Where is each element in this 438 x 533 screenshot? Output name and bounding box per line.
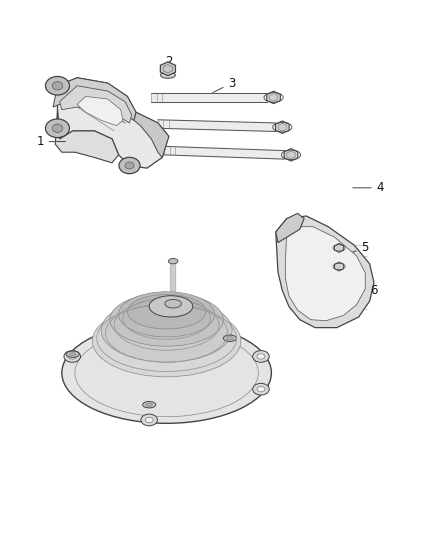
Text: 3: 3 [213,77,236,93]
Polygon shape [311,264,339,269]
Ellipse shape [223,335,237,342]
Text: 8: 8 [74,364,96,377]
Polygon shape [276,213,304,243]
Ellipse shape [127,294,206,329]
Polygon shape [276,121,289,133]
Ellipse shape [92,305,241,377]
Polygon shape [276,216,374,328]
Polygon shape [267,91,280,103]
Ellipse shape [119,157,140,174]
Polygon shape [160,62,176,76]
Polygon shape [311,245,339,251]
Text: 2: 2 [165,55,173,72]
Ellipse shape [46,76,70,95]
Polygon shape [53,78,136,120]
Ellipse shape [119,292,215,337]
Polygon shape [335,262,343,271]
Ellipse shape [110,293,223,346]
Ellipse shape [46,119,70,138]
Ellipse shape [145,417,153,423]
Text: 1: 1 [36,135,66,148]
Polygon shape [158,120,276,132]
Polygon shape [60,86,132,123]
Ellipse shape [160,72,175,78]
Ellipse shape [149,296,193,317]
Text: 6: 6 [353,284,378,297]
Ellipse shape [257,354,265,359]
Polygon shape [284,149,298,161]
Polygon shape [57,78,169,168]
Ellipse shape [146,403,152,406]
Ellipse shape [66,351,79,358]
Ellipse shape [52,82,63,90]
Text: 5: 5 [344,241,369,255]
Ellipse shape [226,337,233,340]
Polygon shape [55,110,119,163]
Ellipse shape [62,322,272,423]
Ellipse shape [68,354,76,359]
Ellipse shape [125,162,134,169]
Polygon shape [335,244,343,252]
Ellipse shape [101,298,232,362]
Polygon shape [151,93,267,102]
Ellipse shape [257,386,265,392]
Ellipse shape [253,351,269,362]
Polygon shape [286,227,365,321]
Ellipse shape [165,300,181,308]
Ellipse shape [253,383,269,395]
Text: 7: 7 [182,311,203,329]
Ellipse shape [168,259,178,264]
Polygon shape [134,112,169,158]
Ellipse shape [64,351,81,362]
Text: 4: 4 [353,181,384,195]
Ellipse shape [52,124,63,132]
Polygon shape [164,147,285,159]
Ellipse shape [70,353,76,356]
Ellipse shape [141,414,158,426]
Polygon shape [77,96,123,126]
Ellipse shape [143,401,155,408]
